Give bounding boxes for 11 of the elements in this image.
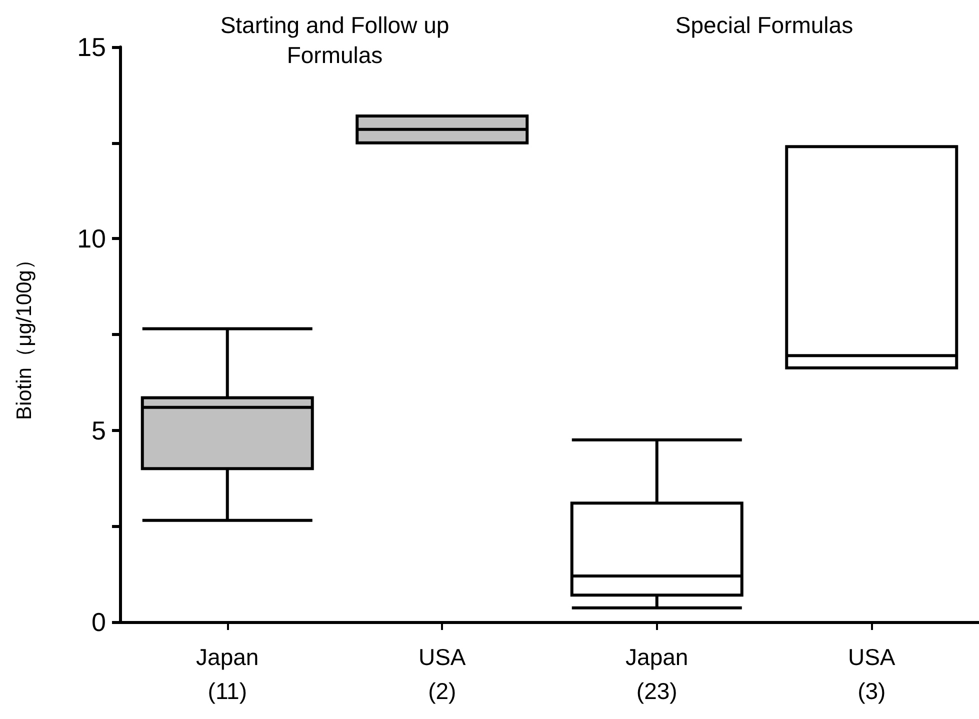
y-axis-title: Biotin（μg/100g）: [13, 249, 36, 420]
y-tick-label: 10: [77, 224, 106, 254]
y-tick-label: 15: [77, 32, 106, 62]
y-tick-label: 0: [92, 607, 106, 637]
x-tick-label: Japan (23): [626, 644, 688, 704]
x-tick-label: Japan (11): [196, 644, 259, 704]
text: Special Formulas: [675, 12, 854, 38]
annotation: Starting and Follow up Formulas: [220, 12, 450, 68]
x-tick-label: USA (2): [418, 644, 466, 704]
y-tick-label: 5: [92, 415, 106, 446]
x-tick-label: USA (3): [848, 644, 896, 704]
